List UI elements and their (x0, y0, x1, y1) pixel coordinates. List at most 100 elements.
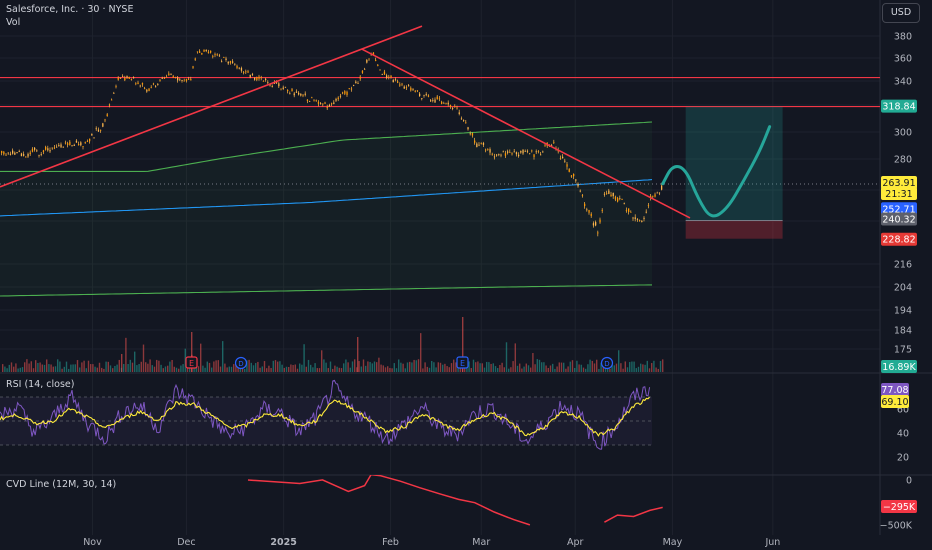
candle-body (181, 79, 183, 81)
volume-bar (637, 366, 640, 372)
volume-bar (376, 362, 378, 372)
volume-bar (312, 367, 314, 372)
volume-bar (505, 342, 508, 372)
candle-body (304, 93, 306, 95)
candle-body (603, 193, 606, 195)
rsi-label[interactable]: RSI (14, close) (6, 379, 75, 390)
volume-bar (345, 359, 347, 372)
currency-button[interactable]: USD (882, 3, 920, 23)
volume-bar (233, 364, 235, 372)
volume-bar (607, 368, 609, 372)
volume-bar (349, 367, 351, 372)
candle-body (493, 156, 496, 158)
cvd-label[interactable]: CVD Line (12M, 30, 14) (6, 479, 117, 490)
volume-bar (431, 360, 433, 372)
candle-body (478, 144, 480, 146)
volume-bar (226, 367, 228, 372)
volume-bar (151, 365, 153, 372)
volume-bar (182, 364, 184, 372)
candle-body (262, 80, 265, 82)
candle-body (355, 81, 357, 84)
volume-bar (4, 366, 6, 372)
volume-bar (371, 363, 373, 372)
volume-bar (41, 364, 43, 372)
candle-body (40, 154, 42, 155)
rsi-line (0, 379, 651, 450)
candle-body (287, 89, 289, 92)
candle-body (152, 83, 155, 85)
volume-bar (536, 359, 538, 372)
volume-bar (266, 368, 268, 372)
candle-body (240, 68, 243, 71)
candle-body (284, 86, 287, 88)
volume-bar (602, 366, 604, 372)
volume-bar (631, 361, 633, 372)
volume-bar (483, 367, 486, 372)
volume-bar (527, 365, 530, 372)
candle-body (432, 100, 434, 101)
volume-bar (538, 359, 541, 372)
candle-body (218, 55, 221, 57)
price-tick-label: 360 (894, 54, 912, 65)
volume-bar (184, 348, 186, 372)
candle-body (100, 129, 102, 131)
volume-bar (303, 344, 305, 372)
candle-body (553, 141, 555, 143)
candle-body (207, 51, 210, 54)
time-tick-label: May (663, 537, 683, 548)
candle-body (232, 61, 234, 63)
candle-body (300, 93, 302, 96)
candle-body (29, 152, 31, 154)
time-tick-label: Dec (177, 537, 195, 548)
candle-body (434, 99, 436, 103)
candle-body (652, 195, 654, 197)
volume-bar (338, 367, 340, 372)
candle-body (102, 123, 104, 127)
candle-body (568, 169, 570, 172)
candle-body (383, 71, 386, 75)
volume-bar (107, 361, 109, 372)
volume-bar (512, 361, 514, 372)
volume-bar (549, 365, 552, 372)
candle-body (126, 76, 128, 78)
volume-bar (525, 363, 527, 372)
candle-body (445, 102, 447, 104)
volume-bar (101, 367, 103, 372)
volume-bar (72, 364, 74, 372)
volume-bar (279, 361, 281, 372)
volume-bar (125, 337, 127, 372)
candle-body (430, 100, 432, 102)
volume-label[interactable]: Vol (6, 17, 21, 28)
volume-bar (68, 368, 70, 372)
candle-body (53, 147, 56, 149)
projection-path (661, 125, 772, 218)
volume-bar (635, 368, 637, 372)
symbol-title[interactable]: Salesforce, Inc. · 30 · NYSE (6, 4, 134, 15)
candle-body (42, 150, 45, 152)
ma-long-upper (0, 121, 653, 172)
volume-bar (28, 363, 30, 372)
candle-body (97, 129, 100, 132)
volume-bar (455, 362, 457, 372)
volume-bar (437, 362, 439, 372)
volume-bar (387, 366, 389, 372)
candle-body (614, 196, 617, 200)
candle-body (309, 101, 311, 102)
candle-body (203, 49, 205, 52)
candle-body (562, 156, 564, 159)
volume-bar (424, 362, 426, 372)
candle-body (82, 146, 84, 147)
candle-body (570, 175, 573, 177)
grid (0, 0, 932, 535)
candle-body (375, 59, 377, 62)
candle-body (80, 142, 82, 146)
candle-body (595, 222, 597, 226)
candle-body (293, 93, 295, 96)
candle-body (313, 100, 315, 102)
candle-body (590, 213, 592, 216)
rsi-tick-label: 60 (897, 405, 909, 416)
candle-body (322, 103, 324, 105)
candle-body (212, 56, 214, 57)
volume-bar (411, 362, 413, 372)
